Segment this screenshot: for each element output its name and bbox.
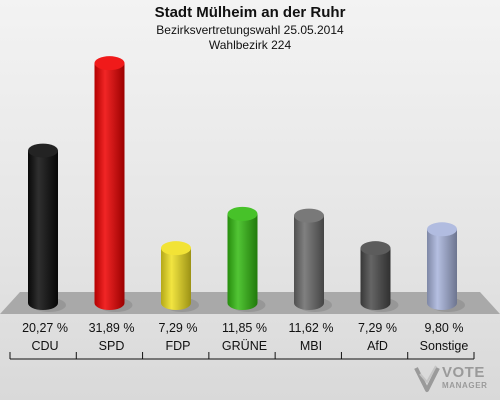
bar-afd xyxy=(360,241,399,312)
value-label: 7,29 % xyxy=(358,321,397,335)
category-label: AfD xyxy=(367,339,388,353)
chart-subtitle: Bezirksvertretungswahl 25.05.2014 xyxy=(156,23,344,37)
value-label: 9,80 % xyxy=(425,321,464,335)
category-label: FDP xyxy=(166,339,191,353)
bar-body xyxy=(94,63,125,311)
bar-cap xyxy=(161,241,191,256)
value-label: 31,89 % xyxy=(89,321,135,335)
bar-cap xyxy=(227,206,258,221)
chart-title: Stadt Mülheim an der Ruhr xyxy=(154,4,346,21)
bar-grüne xyxy=(227,206,266,312)
bar-body xyxy=(427,229,457,310)
bar-fdp xyxy=(161,241,199,312)
bar-cap xyxy=(294,208,324,223)
bar-cap xyxy=(360,241,391,256)
bar-body xyxy=(28,150,58,310)
bar-sonstige xyxy=(427,222,465,312)
logo-text-vote: VOTE xyxy=(442,364,485,381)
bar-cap xyxy=(427,222,457,237)
bar-body xyxy=(294,215,324,310)
votemanager-logo: VOTE MANAGER xyxy=(414,362,494,396)
value-label: 20,27 % xyxy=(22,321,68,335)
logo-text-manager: MANAGER xyxy=(442,381,488,390)
chart-subtitle-district: Wahlbezirk 224 xyxy=(208,38,292,52)
bar-cap xyxy=(94,56,125,71)
category-label: Sonstige xyxy=(420,339,469,353)
bar-cap xyxy=(28,143,58,158)
category-label: CDU xyxy=(31,339,58,353)
value-label: 7,29 % xyxy=(159,321,198,335)
bar-body xyxy=(227,213,258,311)
bar-mbi xyxy=(294,208,332,312)
bar-body xyxy=(161,248,191,310)
votemanager-logo-mark xyxy=(414,365,440,392)
bar-cdu xyxy=(28,143,66,312)
bar-body xyxy=(360,248,391,311)
value-label: 11,62 % xyxy=(289,321,334,335)
bar-spd xyxy=(94,56,133,312)
value-label: 11,85 % xyxy=(222,321,267,335)
category-label: MBI xyxy=(300,339,322,353)
category-label: SPD xyxy=(99,339,125,353)
category-label: GRÜNE xyxy=(222,339,267,353)
